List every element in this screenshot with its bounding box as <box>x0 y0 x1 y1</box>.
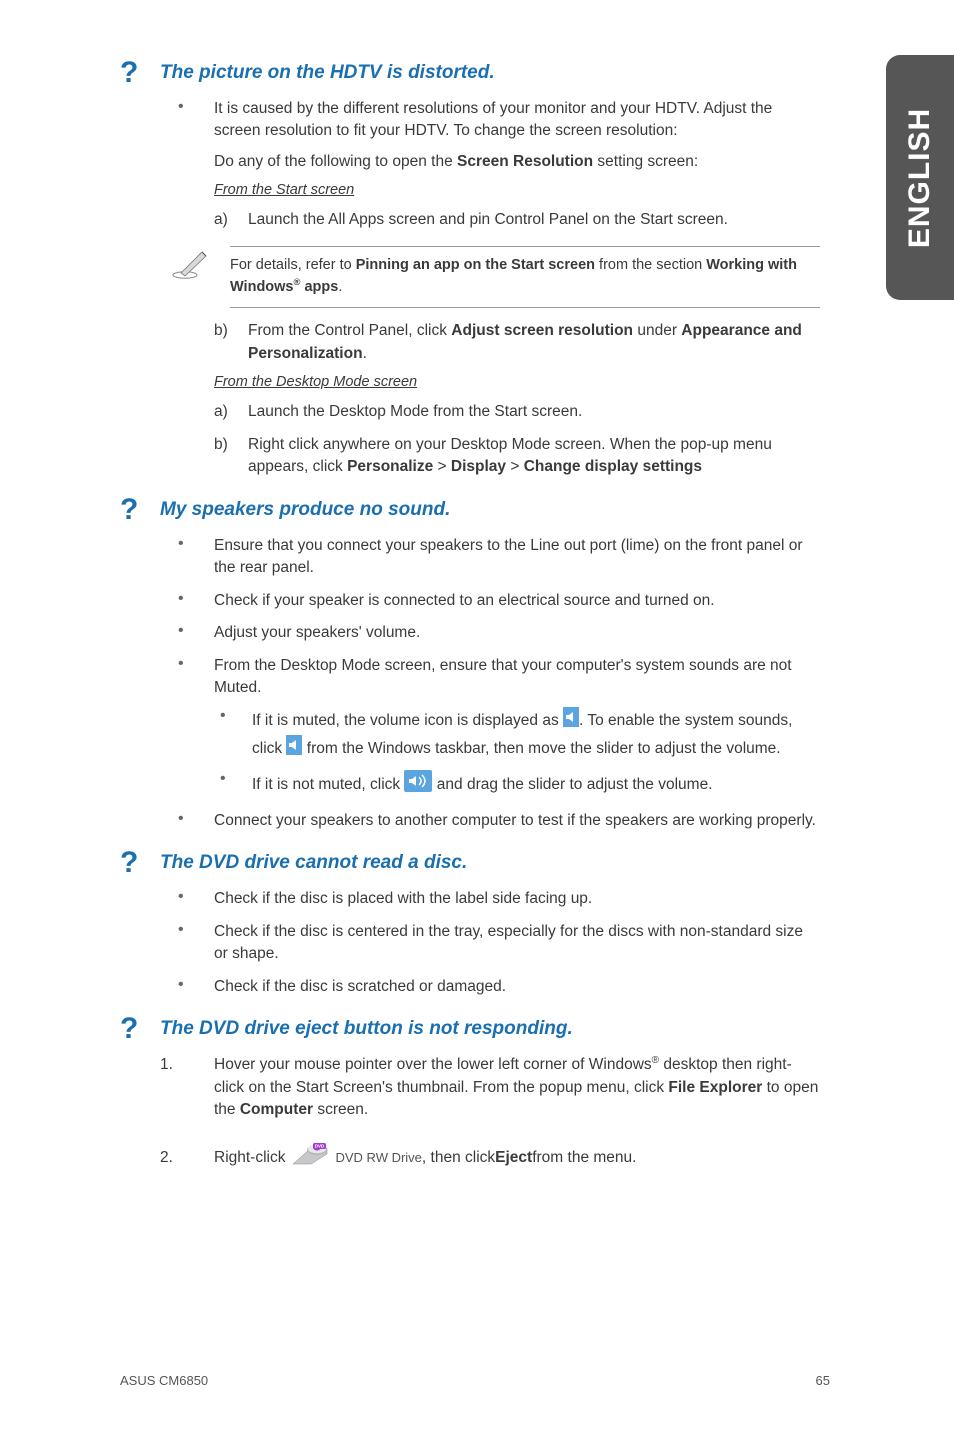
svg-text:DVD: DVD <box>315 1143 325 1148</box>
dvd-drive-icon: DVD <box>289 1140 331 1177</box>
question-mark-icon: ? <box>120 495 160 525</box>
bullet-icon: • <box>178 888 214 910</box>
dvd-drive-label: DVD RW Drive <box>335 1149 421 1168</box>
step-label: a) <box>214 209 248 231</box>
step-label: b) <box>214 320 248 365</box>
faq-instruction: Do any of the following to open the Scre… <box>214 151 820 173</box>
faq-dvd-read: ? The DVD drive cannot read a disc. •Che… <box>120 850 820 998</box>
faq-title: The DVD drive eject button is not respon… <box>160 1016 573 1040</box>
step-text: From the Control Panel, click Adjust scr… <box>248 320 820 365</box>
faq-dvd-eject: ? The DVD drive eject button is not resp… <box>120 1016 820 1177</box>
faq-hdtv-distorted: ? The picture on the HDTV is distorted. … <box>120 60 820 479</box>
bullet-icon: • <box>178 622 214 644</box>
faq-subitem: If it is muted, the volume icon is displ… <box>252 707 820 762</box>
step-number: 2. <box>160 1147 214 1169</box>
bullet-icon: • <box>220 770 252 799</box>
faq-item: Connect your speakers to another compute… <box>214 810 816 832</box>
faq-no-sound: ? My speakers produce no sound. •Ensure … <box>120 497 820 833</box>
faq-title: My speakers produce no sound. <box>160 497 450 521</box>
step-text: Right click anywhere on your Desktop Mod… <box>248 434 820 479</box>
from-desktop-heading: From the Desktop Mode screen <box>214 373 820 391</box>
faq-title: The picture on the HDTV is distorted. <box>160 60 495 84</box>
faq-subitem: If it is not muted, click and drag the s… <box>252 770 713 799</box>
page-footer: ASUS CM6850 65 <box>120 1373 830 1388</box>
step-text: Hover your mouse pointer over the lower … <box>214 1054 820 1122</box>
bullet-icon: • <box>178 535 214 580</box>
bullet-icon: • <box>178 590 214 612</box>
faq-item: Ensure that you connect your speakers to… <box>214 535 820 580</box>
from-start-heading: From the Start screen <box>214 181 820 199</box>
faq-item: Check if the disc is scratched or damage… <box>214 976 506 998</box>
note-block: For details, refer to Pinning an app on … <box>172 246 820 308</box>
footer-product: ASUS CM6850 <box>120 1373 208 1388</box>
bullet-icon: • <box>178 976 214 998</box>
volume-icon <box>286 735 302 762</box>
page-content: ? The picture on the HDTV is distorted. … <box>120 60 820 1195</box>
faq-item: Check if the disc is centered in the tra… <box>214 921 820 966</box>
faq-title: The DVD drive cannot read a disc. <box>160 850 467 874</box>
footer-page-number: 65 <box>816 1373 830 1388</box>
faq-item: Check if your speaker is connected to an… <box>214 590 715 612</box>
faq-item: From the Desktop Mode screen, ensure tha… <box>214 655 820 700</box>
bullet-icon: • <box>178 655 214 700</box>
bullet-icon: • <box>178 921 214 966</box>
language-tab: ENGLISH <box>886 55 954 300</box>
language-tab-text: ENGLISH <box>903 107 937 247</box>
question-mark-icon: ? <box>120 1014 160 1044</box>
note-text: For details, refer to Pinning an app on … <box>230 246 820 308</box>
pen-icon <box>172 246 230 285</box>
step-number: 1. <box>160 1054 214 1122</box>
step-text: Launch the Desktop Mode from the Start s… <box>248 401 582 423</box>
faq-body: It is caused by the different resolution… <box>214 98 820 143</box>
step-label: b) <box>214 434 248 479</box>
step-label: a) <box>214 401 248 423</box>
faq-item: Check if the disc is placed with the lab… <box>214 888 592 910</box>
question-mark-icon: ? <box>120 58 160 88</box>
step-text: Right-click DVD DVD RW Drive , then clic… <box>214 1140 636 1177</box>
unmuted-volume-icon <box>404 770 432 799</box>
faq-item: Adjust your speakers' volume. <box>214 622 420 644</box>
muted-volume-icon <box>563 707 579 734</box>
bullet-icon: • <box>220 707 252 762</box>
bullet-icon: • <box>178 810 214 832</box>
bullet-icon: • <box>178 98 214 143</box>
question-mark-icon: ? <box>120 848 160 878</box>
step-text: Launch the All Apps screen and pin Contr… <box>248 209 728 231</box>
